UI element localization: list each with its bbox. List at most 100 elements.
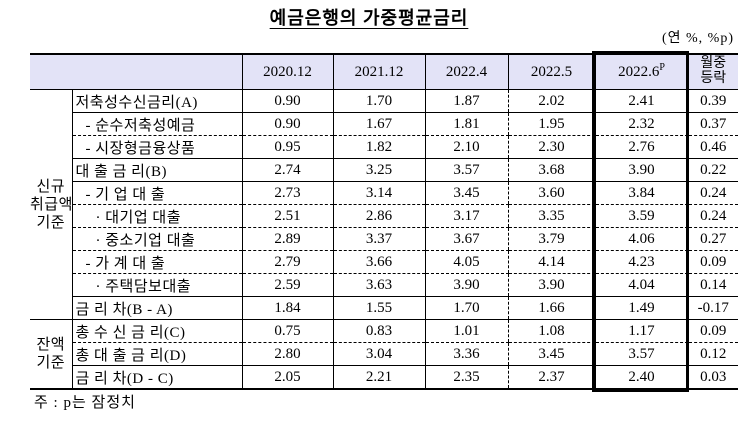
row-label: · 주택담보대출 — [71, 273, 242, 297]
value-cell: 2.10 — [424, 135, 508, 159]
value-cell: 2.86 — [332, 204, 425, 228]
value-cell: -0.17 — [687, 296, 738, 320]
value-cell: 1.01 — [424, 319, 508, 343]
value-cell: 1.81 — [424, 112, 508, 136]
row-label: 금 리 차(B - A) — [71, 296, 242, 320]
value-cell: 0.90 — [241, 89, 333, 113]
value-cell: 0.39 — [687, 89, 738, 113]
group-label: 신규 취급액 기준 — [30, 89, 72, 320]
corner-cell — [30, 54, 242, 90]
value-cell: 0.14 — [687, 273, 738, 297]
table-row: 금 리 차(B - A) 1.84 1.55 1.70 1.66 1.49 -0.17 — [30, 296, 738, 320]
value-cell: 0.90 — [241, 112, 333, 136]
value-cell: 2.79 — [241, 250, 333, 274]
rates-table: 2020.12 2021.12 2022.4 2022.5 2022.6P 월중 등락 신규… — [30, 53, 738, 390]
value-cell: 3.90 — [424, 273, 508, 297]
value-cell: 2.40 — [594, 365, 688, 389]
value-cell: 0.37 — [687, 112, 738, 136]
value-cell: 1.67 — [332, 112, 425, 136]
value-cell: 0.24 — [687, 204, 738, 228]
value-cell: 3.25 — [332, 158, 425, 182]
value-cell: 2.41 — [594, 89, 688, 113]
value-cell: 0.09 — [687, 319, 738, 343]
value-cell: 3.66 — [332, 250, 425, 274]
value-cell: 3.63 — [332, 273, 425, 297]
value-cell: 3.36 — [424, 342, 508, 366]
value-cell: 1.17 — [594, 319, 688, 343]
value-cell: 3.67 — [424, 227, 508, 251]
row-label: · 중소기업 대출 — [71, 227, 242, 251]
col-header: 2021.12 — [332, 54, 425, 90]
group-label: 잔액 기준 — [30, 319, 72, 390]
table-row: · 대기업 대출 2.51 2.86 3.17 3.35 3.59 0.24 — [30, 204, 738, 228]
value-cell: 3.79 — [507, 227, 595, 251]
row-label: - 순수저축성예금 — [71, 112, 242, 136]
row-label: · 대기업 대출 — [71, 204, 242, 228]
value-cell: 2.73 — [241, 181, 333, 205]
table-row: 신규 취급액 기준 저축성수신금리(A) 0.90 1.70 1.87 2.02 2.41 0.3… — [30, 89, 738, 320]
value-cell: 4.05 — [424, 250, 508, 274]
table-row: 금 리 차(D - C) 2.05 2.21 2.35 2.37 2.40 0.03 — [30, 365, 738, 389]
value-cell: 3.57 — [594, 342, 688, 366]
col-header-text: 월중 등락 — [700, 56, 727, 86]
value-cell: 3.14 — [332, 181, 425, 205]
row-label: 금 리 차(D - C) — [71, 365, 242, 389]
value-cell: 0.22 — [687, 158, 738, 182]
value-cell: 0.03 — [687, 365, 738, 389]
value-cell: 2.02 — [507, 89, 595, 113]
value-cell: 0.95 — [241, 135, 333, 159]
value-cell: 0.27 — [687, 227, 738, 251]
value-cell: 2.05 — [241, 365, 333, 389]
value-cell: 2.80 — [241, 342, 333, 366]
value-cell: 2.74 — [241, 158, 333, 182]
table-row: - 시장형금융상품 0.95 1.82 2.10 2.30 2.76 0.46 — [30, 135, 738, 159]
value-cell: 1.66 — [507, 296, 595, 320]
value-cell: 3.84 — [594, 181, 688, 205]
value-cell: 0.12 — [687, 342, 738, 366]
value-cell: 3.68 — [507, 158, 595, 182]
value-cell: 2.51 — [241, 204, 333, 228]
footnote: 주 : p는 잠정치 — [34, 395, 136, 411]
value-cell: 3.90 — [507, 273, 595, 297]
rates-table-wrap: 2020.12 2021.12 2022.4 2022.5 2022.6P 월중 등락 신규… — [30, 51, 738, 392]
col-header: 2020.12 — [241, 54, 333, 90]
table-row: - 기 업 대 출 2.73 3.14 3.45 3.60 3.84 0.24 — [30, 181, 738, 205]
row-label: - 가 계 대 출 — [71, 250, 242, 274]
value-cell: 2.35 — [424, 365, 508, 389]
value-cell: 1.95 — [507, 112, 595, 136]
row-label: - 기 업 대 출 — [71, 181, 242, 205]
value-cell: 1.82 — [332, 135, 425, 159]
table-row: · 중소기업 대출 2.89 3.37 3.67 3.79 4.06 0.27 — [30, 227, 738, 251]
row-label: 저축성수신금리(A) — [71, 89, 242, 113]
value-cell: 1.70 — [424, 296, 508, 320]
value-cell: 2.37 — [507, 365, 595, 389]
value-cell: 2.89 — [241, 227, 333, 251]
value-cell: 3.90 — [594, 158, 688, 182]
value-cell: 1.70 — [332, 89, 425, 113]
value-cell: 2.59 — [241, 273, 333, 297]
value-cell: 3.45 — [507, 342, 595, 366]
value-cell: 2.30 — [507, 135, 595, 159]
table-row: 대 출 금 리(B) 2.74 3.25 3.57 3.68 3.90 0.22 — [30, 158, 738, 182]
value-cell: 3.04 — [332, 342, 425, 366]
value-cell: 2.76 — [594, 135, 688, 159]
row-label: 총 대 출 금 리(D) — [71, 342, 242, 366]
table-row: 총 대 출 금 리(D) 2.80 3.04 3.36 3.45 3.57 0.12 — [30, 342, 738, 366]
value-cell: 2.21 — [332, 365, 425, 389]
table-row: - 가 계 대 출 2.79 3.66 4.05 4.14 4.23 0.09 — [30, 250, 738, 274]
value-cell: 1.08 — [507, 319, 595, 343]
value-cell: 1.84 — [241, 296, 333, 320]
value-cell: 4.14 — [507, 250, 595, 274]
value-cell: 3.59 — [594, 204, 688, 228]
value-cell: 3.57 — [424, 158, 508, 182]
col-header: 2022.6P — [594, 54, 688, 90]
value-cell: 0.75 — [241, 319, 333, 343]
value-cell: 3.45 — [424, 181, 508, 205]
value-cell: 3.37 — [332, 227, 425, 251]
value-cell: 3.17 — [424, 204, 508, 228]
value-cell: 4.06 — [594, 227, 688, 251]
value-cell: 0.09 — [687, 250, 738, 274]
row-label: 대 출 금 리(B) — [71, 158, 242, 182]
value-cell: 1.87 — [424, 89, 508, 113]
